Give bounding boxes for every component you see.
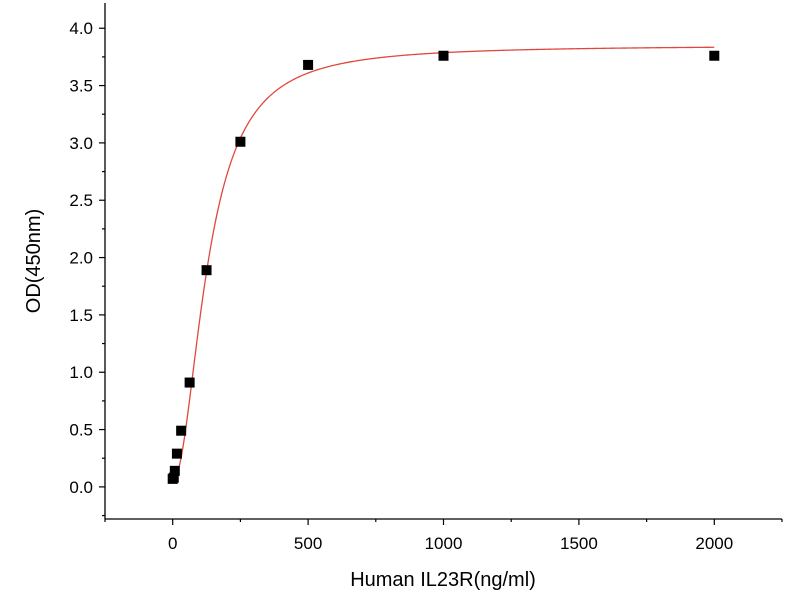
- y-tick-label: 3.0: [69, 134, 93, 153]
- y-tick-label: 4.0: [69, 19, 93, 38]
- y-tick-label: 2.5: [69, 191, 93, 210]
- data-point: [303, 59, 314, 70]
- y-axis-title: OD(450nm): [23, 209, 45, 313]
- data-point: [235, 136, 246, 147]
- data-points: [167, 50, 720, 484]
- data-point: [168, 472, 179, 483]
- data-point: [709, 50, 720, 61]
- x-tick-label: 1500: [560, 534, 598, 553]
- data-point: [438, 50, 449, 61]
- plot-frame: [104, 3, 782, 520]
- x-tick-label: 2000: [695, 534, 733, 553]
- fit-curve: [172, 46, 715, 482]
- x-ticks: 0 500 1000 1500 2000: [104, 519, 783, 553]
- data-point: [171, 448, 182, 459]
- data-point: [201, 265, 212, 276]
- y-tick-label: 3.5: [69, 77, 93, 96]
- y-tick-label: 2.0: [69, 249, 93, 268]
- x-tick-label: 500: [294, 534, 322, 553]
- y-tick-label: 0.5: [69, 421, 93, 440]
- x-tick-label: 0: [168, 534, 177, 553]
- x-tick-label: 1000: [425, 534, 463, 553]
- data-point: [176, 425, 187, 436]
- data-point: [169, 465, 180, 476]
- y-tick-label: 1.0: [69, 363, 93, 382]
- y-ticks: 0.0 0.5 1.0 1.5 2.0 2.5 3.0 3.5 4.0: [69, 19, 105, 517]
- y-tick-label: 1.5: [69, 306, 93, 325]
- x-axis-title: Human IL23R(ng/ml): [350, 569, 536, 591]
- data-point: [184, 377, 195, 388]
- y-tick-label: 0.0: [69, 478, 93, 497]
